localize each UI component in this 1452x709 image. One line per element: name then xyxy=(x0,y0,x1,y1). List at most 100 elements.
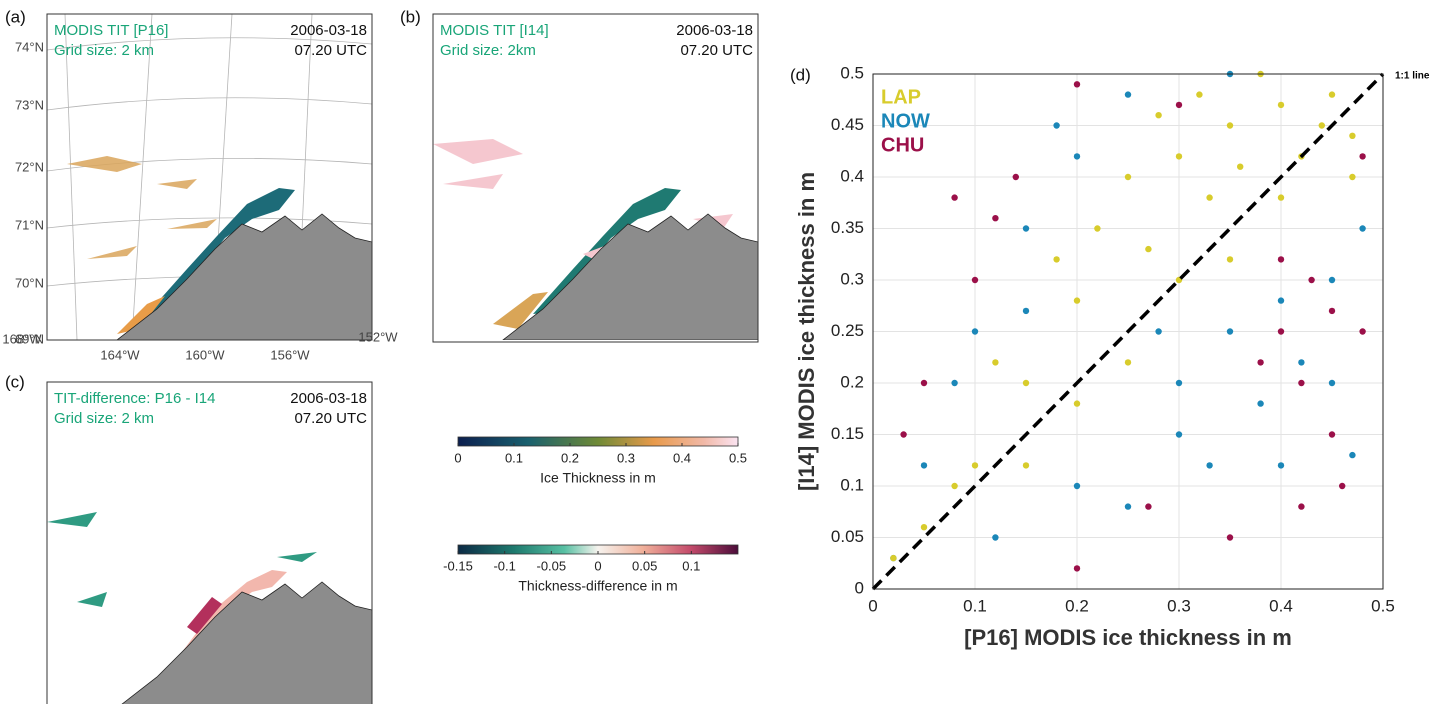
scatter-point xyxy=(1277,194,1285,201)
scatter-point xyxy=(971,276,979,284)
map-date: 2006-03-18 xyxy=(676,22,753,39)
scatter-point xyxy=(1073,81,1081,88)
lat-label: 73°N xyxy=(15,97,44,112)
y-tick-label: 0.45 xyxy=(831,115,864,134)
legend-entry: NOW xyxy=(881,110,930,132)
legend-entry: CHU xyxy=(881,134,924,156)
colorbar-tick-label: -0.05 xyxy=(537,558,567,573)
scatter-point xyxy=(1328,276,1336,284)
x-tick-label: 0.1 xyxy=(963,596,987,615)
colorbar-tick-label: 0 xyxy=(594,558,601,573)
lon-label: 160°W xyxy=(185,347,225,362)
y-tick-label: 0.5 xyxy=(840,63,864,82)
scatter-point xyxy=(1012,173,1019,181)
scatter-point xyxy=(1206,194,1213,201)
colorbar-tick-label: 0.5 xyxy=(729,450,747,465)
scatter-point xyxy=(1257,359,1264,366)
ice-patch xyxy=(493,292,548,329)
scatter-point xyxy=(1073,400,1081,407)
scatter-point xyxy=(1022,225,1030,232)
y-tick-label: 0.25 xyxy=(831,321,864,340)
colorbar-label: Thickness-difference in m xyxy=(518,578,677,594)
legend-entry: LAP xyxy=(881,86,921,108)
map-b xyxy=(432,13,759,343)
map-date: 2006-03-18 xyxy=(290,390,367,407)
lat-label: 69°N xyxy=(15,331,44,346)
scatter-point xyxy=(1359,153,1366,160)
lon-label: 156°W xyxy=(270,347,310,362)
scatter-point xyxy=(1308,276,1315,284)
scatter-point xyxy=(1073,482,1081,490)
scatter-point xyxy=(890,554,897,562)
scatter-point xyxy=(1094,225,1101,232)
scatter-point xyxy=(1124,503,1132,510)
map-frame xyxy=(432,13,759,343)
lat-label: 71°N xyxy=(15,217,44,232)
ice-patch xyxy=(117,296,165,334)
map-title: TIT-difference: P16 - I14 xyxy=(54,390,215,407)
scatter-point xyxy=(1349,132,1356,139)
scatter-point xyxy=(971,462,979,469)
scatter-point xyxy=(1298,359,1305,366)
scatter-point xyxy=(1318,122,1326,129)
scatter-point xyxy=(1298,379,1305,387)
scatter-point xyxy=(1257,400,1264,407)
y-tick-label: 0.35 xyxy=(831,218,864,237)
scatter-point xyxy=(1277,297,1285,304)
scatter-point xyxy=(992,359,999,366)
scatter-point xyxy=(900,431,907,438)
x-tick-label: 0.3 xyxy=(1167,596,1191,615)
lat-label: 70°N xyxy=(15,275,44,290)
colorbar-tick-label: 0.1 xyxy=(505,450,523,465)
map-time: 07.20 UTC xyxy=(294,410,367,427)
map-time: 07.20 UTC xyxy=(680,42,753,59)
scatter-point xyxy=(1073,153,1081,160)
ice-patch xyxy=(67,156,217,259)
map-c xyxy=(46,381,373,709)
reference-line xyxy=(871,72,1385,591)
plot-frame xyxy=(872,73,1384,590)
scatter-point xyxy=(951,194,958,201)
map-title: MODIS TIT [P16] xyxy=(54,22,168,39)
scatter-point xyxy=(1124,173,1132,181)
colorbar-tick-label: 0.3 xyxy=(617,450,635,465)
scatter-point xyxy=(951,379,958,387)
lat-label: 74°N xyxy=(15,39,44,54)
scatter-point xyxy=(1022,462,1030,469)
map-time: 07.20 UTC xyxy=(294,42,367,59)
panel-label: (d) xyxy=(790,65,811,84)
scatter-point xyxy=(920,524,928,531)
ice-patch xyxy=(433,139,733,264)
scatter-point xyxy=(1155,328,1162,335)
colorbar xyxy=(457,436,739,447)
scatter-point xyxy=(920,462,928,469)
scatter-point xyxy=(1277,101,1285,109)
scatter-point xyxy=(1328,91,1336,98)
scatter-point xyxy=(1328,307,1336,315)
scatter-point xyxy=(1053,122,1060,129)
scatter-point xyxy=(992,534,999,541)
scatter-point xyxy=(1226,328,1234,335)
colorbar-tick-label: 0.4 xyxy=(673,450,691,465)
scatter-point xyxy=(1298,503,1305,510)
panel-label: (b) xyxy=(400,7,421,26)
scatter-point xyxy=(1349,451,1356,459)
y-tick-label: 0.3 xyxy=(840,269,864,288)
scatter-point xyxy=(1124,91,1132,98)
y-tick-label: 0.1 xyxy=(840,475,864,494)
colorbar-tick-label: -0.15 xyxy=(443,558,473,573)
diff-patch xyxy=(47,512,317,607)
panel-label: (a) xyxy=(5,7,26,26)
scatter-point xyxy=(1206,462,1213,469)
scatter-point xyxy=(1175,153,1183,160)
scatter-point xyxy=(1277,256,1285,263)
scatter-point xyxy=(1053,256,1060,263)
scatter-point xyxy=(920,379,928,387)
scatter-point xyxy=(971,328,979,335)
y-tick-label: 0.4 xyxy=(840,166,864,185)
colorbar-tick-label: 0.05 xyxy=(632,558,657,573)
scatter-point xyxy=(1022,379,1030,387)
y-tick-label: 0 xyxy=(855,578,864,597)
x-tick-label: 0.5 xyxy=(1371,596,1395,615)
scatter-point xyxy=(1277,462,1285,469)
